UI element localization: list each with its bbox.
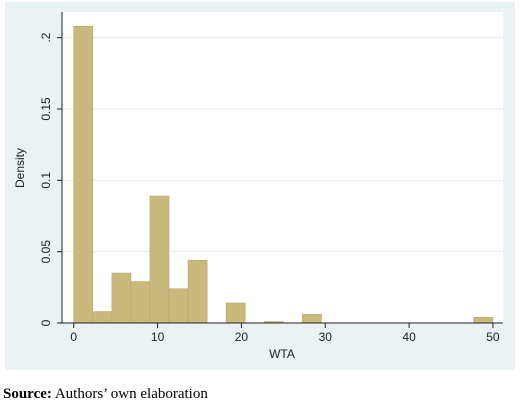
x-tick-label: 0 [70, 330, 77, 344]
x-axis-label: WTA [269, 347, 295, 361]
bar [225, 302, 246, 324]
bar [92, 311, 113, 324]
x-tick-label: 50 [486, 330, 500, 344]
chart: WTA Density 0 0.05 0.1 0.15 .2 0 10 20 30 40 50 [5, 2, 515, 370]
caption: Source: Authors’ own elaboration [3, 386, 208, 403]
x-tick-label: 20 [235, 330, 249, 344]
bar [149, 195, 170, 324]
bar [111, 272, 132, 324]
x-tick-label: 10 [151, 330, 165, 344]
y-tick-label: 0.1 [39, 172, 53, 189]
bar [73, 25, 94, 324]
y-tick-label: 0.05 [39, 240, 53, 264]
caption-text: Authors’ own elaboration [54, 386, 208, 402]
y-tick-label: 0.15 [39, 97, 53, 121]
y-tick-label: .2 [39, 32, 53, 42]
x-tick-label: 40 [402, 330, 416, 344]
y-tick-label: 0 [39, 319, 53, 326]
caption-label: Source: [3, 386, 52, 402]
y-axis-label: Density [13, 148, 27, 188]
bar [130, 281, 151, 324]
bar [168, 288, 189, 324]
plot-region [62, 12, 503, 323]
bar [187, 259, 208, 324]
bar [473, 316, 494, 324]
x-tick-label: 30 [319, 330, 333, 344]
bar [302, 314, 322, 324]
